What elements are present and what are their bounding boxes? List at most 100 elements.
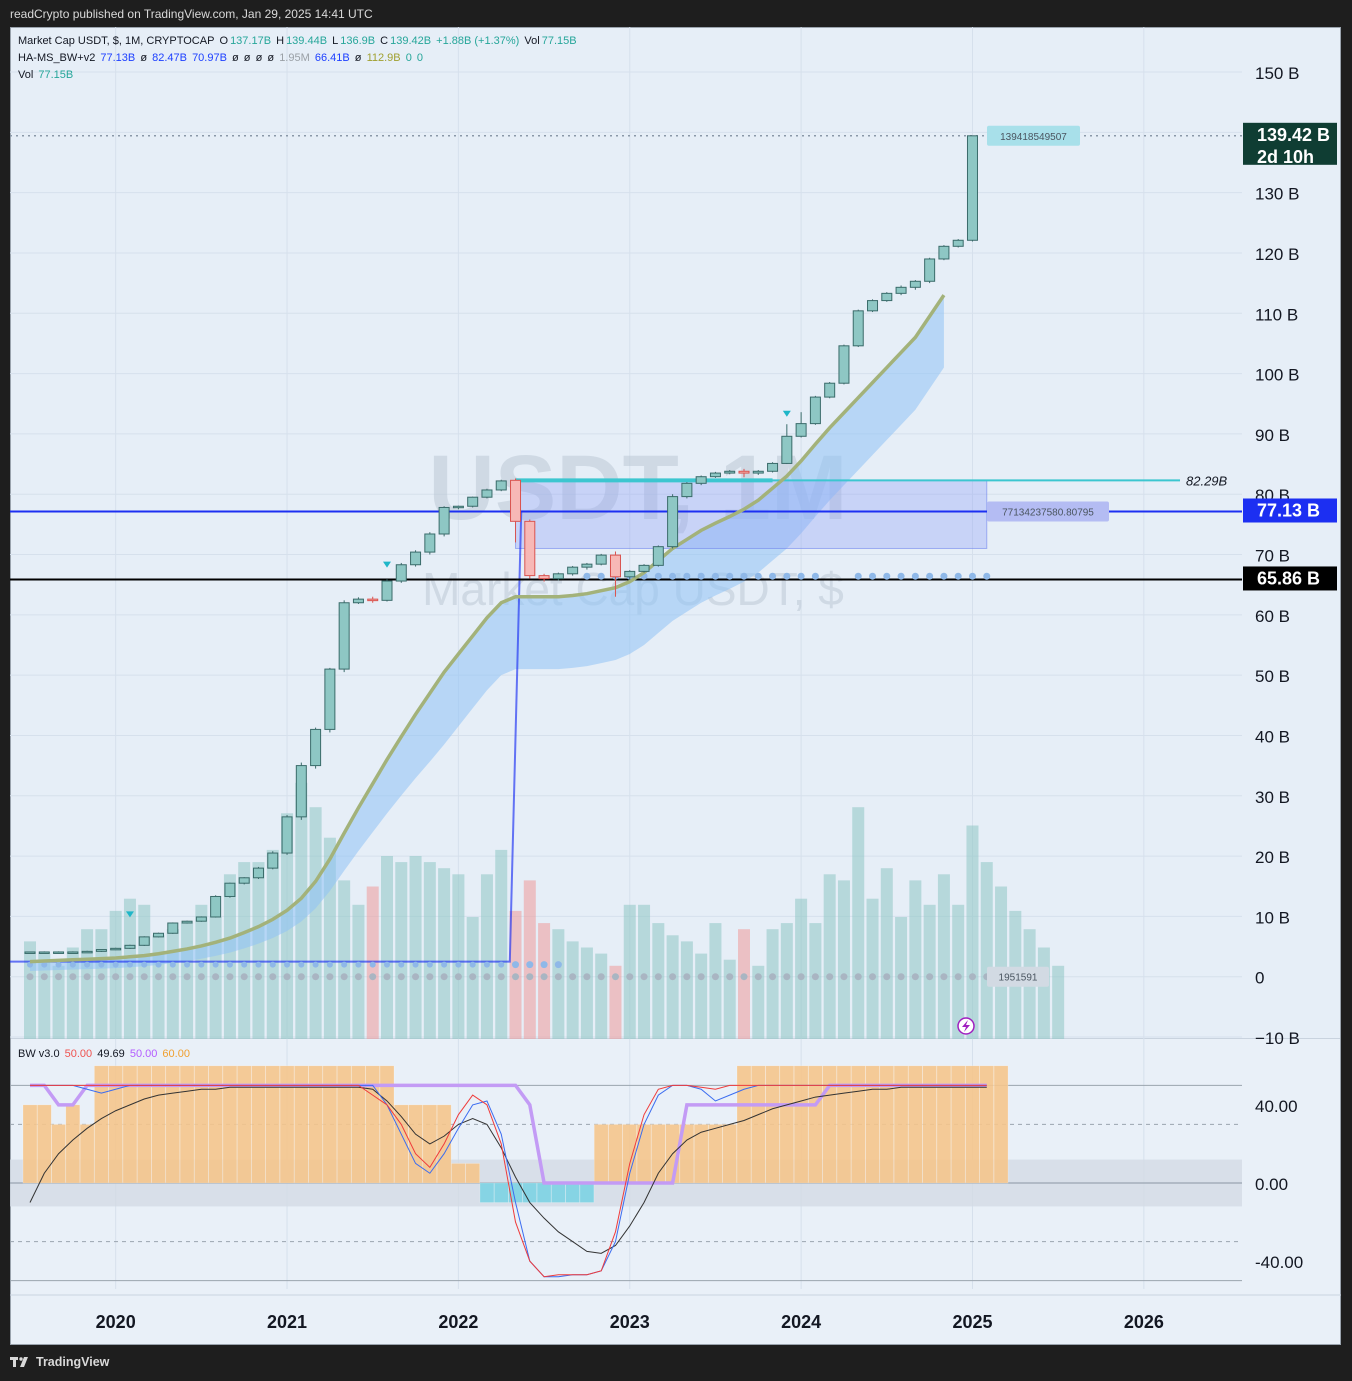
candle bbox=[867, 299, 879, 313]
bw-column bbox=[222, 1065, 238, 1184]
zero-dot bbox=[569, 973, 577, 981]
zero-dot bbox=[583, 973, 591, 981]
bw-column bbox=[722, 1124, 737, 1184]
candle bbox=[638, 564, 650, 573]
candle bbox=[709, 471, 721, 478]
zero-dot bbox=[469, 973, 477, 981]
zero-dot bbox=[454, 973, 462, 981]
base-dot bbox=[398, 961, 405, 968]
candle-body bbox=[67, 951, 79, 954]
base-dot bbox=[498, 961, 505, 968]
candle-body bbox=[695, 476, 707, 484]
volume-bar bbox=[852, 807, 865, 1039]
dot-markers bbox=[26, 572, 991, 981]
support-dot bbox=[940, 572, 948, 580]
legend-symbol-row: Market Cap USDT, $, 1M, CRYPTOCAP O 137.1… bbox=[18, 35, 577, 47]
bw-column bbox=[593, 1124, 609, 1184]
candle-body bbox=[567, 566, 579, 575]
zero-dot bbox=[254, 973, 262, 981]
bw-column bbox=[151, 1065, 166, 1184]
range-box bbox=[515, 479, 988, 549]
lightning-icon bbox=[957, 1017, 975, 1035]
volume-bar bbox=[523, 880, 536, 1039]
candle bbox=[324, 667, 336, 733]
bw-column bbox=[808, 1065, 823, 1184]
zero-dot bbox=[797, 973, 805, 981]
zero-dot bbox=[83, 973, 91, 981]
candle-body bbox=[809, 396, 821, 425]
volume-bar bbox=[538, 923, 551, 1039]
legend-indicator-row: HA-MS_BW+v2 77.13B ø 82.47B 70.97B ø ø ø… bbox=[18, 52, 423, 64]
bw-pane: 40.00 0.00 -40.00 bbox=[10, 1065, 1303, 1282]
candle bbox=[138, 936, 150, 946]
candle-body bbox=[210, 895, 222, 918]
zero-dot bbox=[826, 973, 834, 981]
candle-body bbox=[338, 602, 350, 670]
candle-body bbox=[252, 867, 264, 879]
candle bbox=[367, 596, 379, 603]
base-dot bbox=[126, 961, 133, 968]
bw-column bbox=[679, 1124, 695, 1184]
volume-bar bbox=[309, 807, 322, 1039]
candle-body bbox=[924, 258, 936, 282]
support-dot bbox=[740, 572, 748, 580]
price-tick-label: 20 B bbox=[1255, 848, 1290, 867]
candle-body bbox=[652, 546, 664, 566]
volume-bar bbox=[909, 880, 922, 1039]
volume-bar bbox=[266, 849, 279, 1039]
candle-body bbox=[81, 950, 93, 954]
candle bbox=[724, 470, 736, 475]
bw-column bbox=[108, 1065, 123, 1184]
bw-column bbox=[279, 1065, 295, 1184]
bw-column bbox=[208, 1065, 223, 1184]
candle bbox=[295, 762, 307, 820]
candle-body bbox=[952, 239, 964, 247]
volume-bar bbox=[638, 904, 651, 1039]
base-dot bbox=[169, 961, 176, 968]
zero-dot bbox=[426, 973, 434, 981]
base-dot bbox=[455, 961, 462, 968]
zero-dot bbox=[554, 973, 562, 981]
zero-dot bbox=[669, 973, 677, 981]
support-dot bbox=[911, 572, 919, 580]
zero-dot bbox=[240, 973, 248, 981]
support-dot bbox=[983, 572, 991, 580]
volume-bar bbox=[238, 862, 251, 1039]
candle bbox=[95, 949, 107, 952]
support-dot bbox=[954, 572, 962, 580]
candle bbox=[795, 412, 807, 438]
zero-dot bbox=[183, 973, 191, 981]
candle-body bbox=[909, 280, 921, 288]
volume-bar bbox=[695, 953, 708, 1039]
zero-dot bbox=[369, 973, 377, 981]
base-dot bbox=[212, 961, 219, 968]
volume-bar bbox=[766, 929, 779, 1039]
candle-body bbox=[724, 470, 736, 474]
candle-body bbox=[438, 506, 450, 535]
zero-dot bbox=[597, 973, 605, 981]
candle bbox=[881, 292, 893, 302]
published-by: readCrypto published on TradingView.com,… bbox=[10, 7, 373, 21]
bw-column bbox=[294, 1065, 309, 1184]
time-tick-label: 2026 bbox=[1124, 1312, 1164, 1332]
bw-column bbox=[251, 1065, 266, 1184]
candle-body bbox=[781, 435, 793, 464]
zero-dot bbox=[854, 973, 862, 981]
candle bbox=[667, 494, 679, 549]
candles bbox=[24, 135, 978, 954]
price-tick-label: 110 B bbox=[1255, 305, 1298, 324]
blue-level-badge-text: 77.13 B bbox=[1257, 500, 1320, 520]
price-tick-label: 30 B bbox=[1255, 788, 1290, 807]
volume-bar bbox=[595, 953, 608, 1039]
bw-column bbox=[779, 1065, 795, 1184]
candle bbox=[895, 285, 907, 296]
zero-dot bbox=[726, 973, 734, 981]
candle-body bbox=[424, 533, 436, 553]
candle bbox=[952, 239, 964, 248]
base-dot bbox=[526, 961, 534, 969]
bw-column bbox=[822, 1065, 837, 1184]
base-dot bbox=[469, 961, 476, 968]
candle bbox=[809, 395, 821, 425]
